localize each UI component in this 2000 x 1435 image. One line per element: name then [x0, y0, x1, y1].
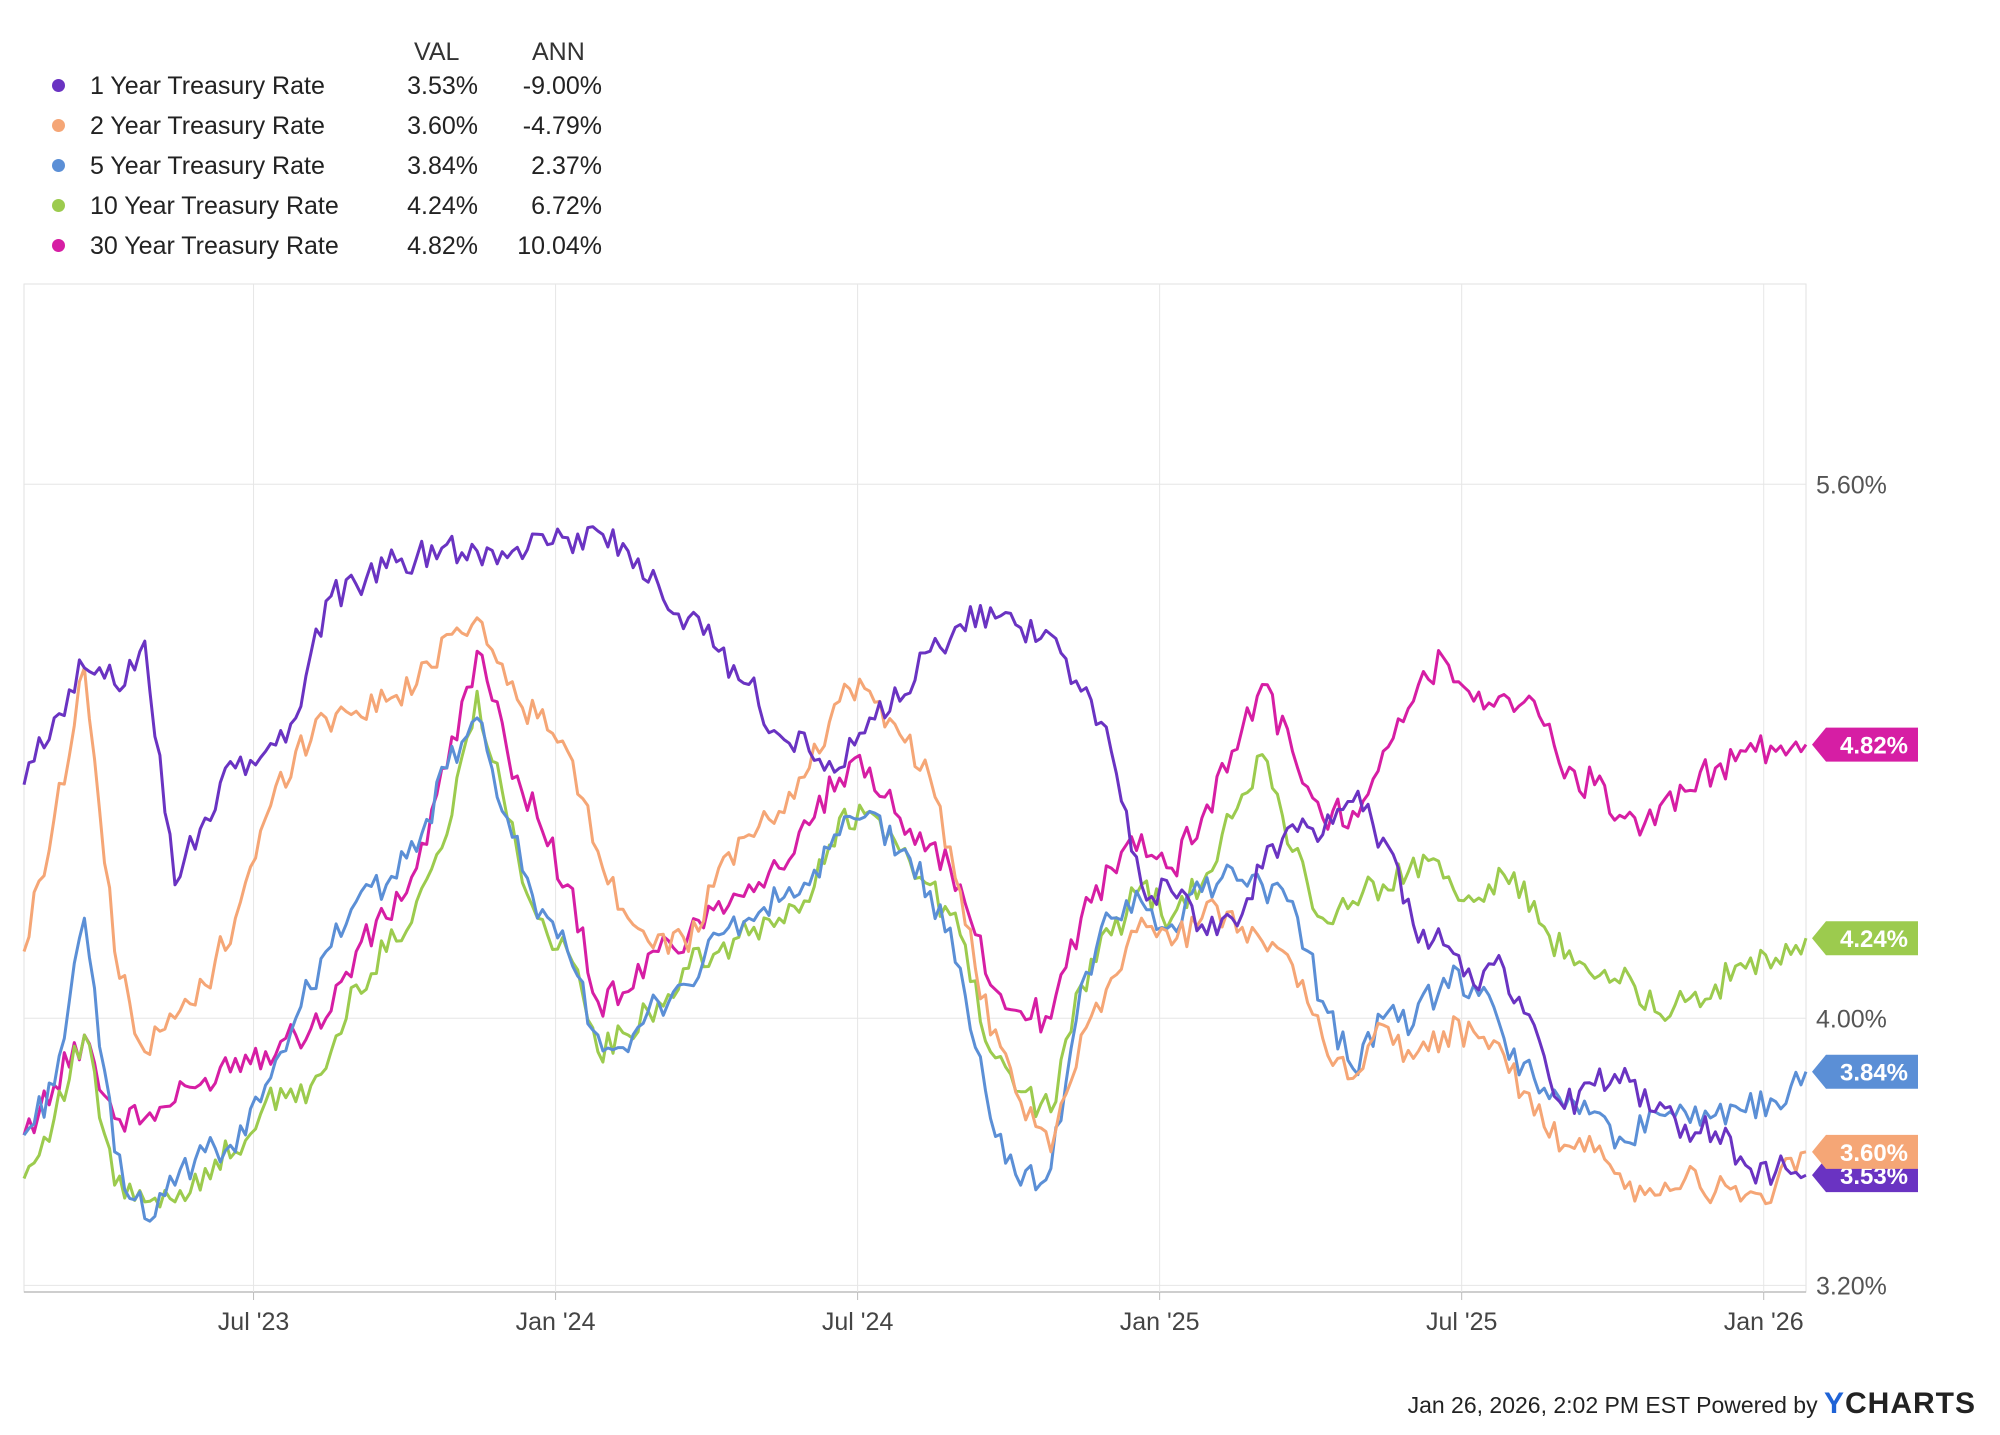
- end-label-text-2y: 3.60%: [1840, 1140, 1908, 1167]
- end-label-2y: 3.60%: [1812, 1134, 1918, 1169]
- footer-powered-by: Powered by: [1696, 1392, 1818, 1418]
- legend-row-1y[interactable]: 1 Year Treasury Rate 3.53% -9.00%: [22, 64, 602, 104]
- series-marker-2y-icon: [52, 119, 65, 132]
- series-name: 10 Year Treasury Rate: [90, 192, 339, 220]
- chart-gridlines: [23, 283, 1807, 1293]
- y-tick-label: 4.00%: [1816, 1005, 1887, 1033]
- end-label-10y: 4.24%: [1812, 921, 1918, 956]
- end-label-tag-30y: [1812, 727, 1918, 762]
- series-line-30y: [22, 649, 1808, 1136]
- series-ann: -9.00%: [522, 72, 602, 100]
- series-val: 4.24%: [407, 192, 478, 220]
- x-tick-label: Jan '25: [1120, 1308, 1200, 1336]
- series-name: 5 Year Treasury Rate: [90, 152, 325, 180]
- y-tick-label: 3.20%: [1816, 1272, 1887, 1300]
- x-tick-label: Jul '25: [1426, 1308, 1497, 1336]
- series-val: 4.82%: [407, 232, 478, 260]
- x-tick-label: Jan '26: [1724, 1308, 1804, 1336]
- footer-timestamp: Jan 26, 2026, 2:02 PM EST: [1407, 1392, 1690, 1418]
- end-label-text-5y: 3.84%: [1840, 1060, 1908, 1087]
- y-tick-label: 5.60%: [1816, 471, 1887, 499]
- series-name: 1 Year Treasury Rate: [90, 72, 325, 100]
- series-ann: 10.04%: [517, 232, 602, 260]
- series-marker-10y-icon: [52, 199, 65, 212]
- series-marker-1y-icon: [52, 79, 65, 92]
- series-ann: 6.72%: [531, 192, 602, 220]
- series-val: 3.84%: [407, 152, 478, 180]
- footer: Jan 26, 2026, 2:02 PM EST Powered by YCH…: [1408, 1387, 1976, 1421]
- series-ann: -4.79%: [522, 112, 602, 140]
- legend-row-10y[interactable]: 10 Year Treasury Rate 4.24% 6.72%: [22, 184, 602, 224]
- end-label-5y: 3.84%: [1812, 1054, 1918, 1089]
- series-val: 3.60%: [407, 112, 478, 140]
- legend-row-2y[interactable]: 2 Year Treasury Rate 3.60% -4.79%: [22, 104, 602, 144]
- end-label-text-10y: 4.24%: [1840, 926, 1908, 953]
- chart-axes: Jul '23 Jan '24 Jul '24 Jan '25 Jul '25 Jan '…: [218, 471, 1887, 1336]
- end-label-tag-5y: [1812, 1054, 1918, 1089]
- x-tick-label: Jul '23: [218, 1308, 289, 1336]
- end-label-text-30y: 4.82%: [1840, 733, 1908, 760]
- series-ann: 2.37%: [531, 152, 602, 180]
- x-tick-label: Jul '24: [822, 1308, 894, 1336]
- plot-frame: [23, 283, 1807, 1293]
- chart-series: [22, 525, 1808, 1223]
- ycharts-logo-rest: CHARTS: [1845, 1387, 1976, 1420]
- legend-row-5y[interactable]: 5 Year Treasury Rate 3.84% 2.37%: [22, 144, 602, 184]
- series-val: 3.53%: [407, 72, 478, 100]
- legend-row-30y[interactable]: 30 Year Treasury Rate 4.82% 10.04%: [22, 224, 602, 264]
- end-label-tag-2y: [1812, 1134, 1918, 1169]
- end-label-30y: 4.82%: [1812, 727, 1918, 762]
- chart-end-labels: 3.53%3.60%3.84%4.24%4.82%: [1812, 727, 1918, 1193]
- end-label-tag-10y: [1812, 921, 1918, 956]
- ycharts-logo[interactable]: YCHARTS: [1824, 1387, 1976, 1420]
- legend-header-val: VAL: [414, 38, 460, 66]
- series-marker-30y-icon: [52, 239, 65, 252]
- series-marker-5y-icon: [52, 159, 65, 172]
- x-tick-label: Jan '24: [516, 1308, 596, 1336]
- legend-header-ann: ANN: [532, 38, 585, 66]
- series-name: 2 Year Treasury Rate: [90, 112, 325, 140]
- series-line-5y: [22, 716, 1808, 1223]
- series-line-1y: [22, 525, 1807, 1186]
- series-line-2y: [22, 616, 1807, 1206]
- ycharts-logo-y: Y: [1823, 1387, 1845, 1420]
- series-name: 30 Year Treasury Rate: [90, 232, 339, 260]
